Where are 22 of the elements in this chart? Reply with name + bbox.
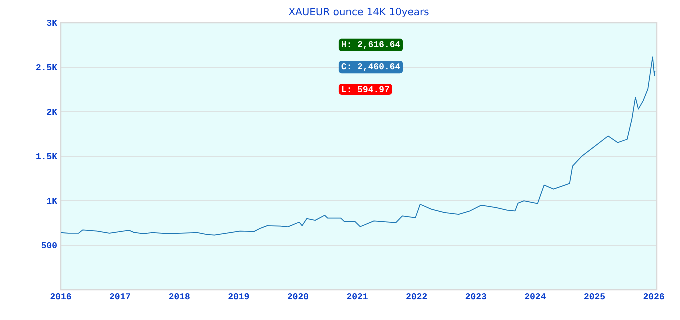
x-tick-label: 2026 xyxy=(644,294,664,300)
x-tick-label: 2016 xyxy=(50,294,72,300)
x-tick-label: 2018 xyxy=(169,294,190,300)
x-tick-label: 2020 xyxy=(288,294,308,300)
x-tick-label: 2017 xyxy=(110,294,130,300)
annotation: H: 2,616.64 xyxy=(342,41,400,49)
y-tick-label: 500 xyxy=(42,242,57,249)
chart-title: XAUEUR ounce 14K 10years xyxy=(289,8,429,18)
x-tick-label: 2025 xyxy=(584,294,606,300)
y-tick-label: 2.5K xyxy=(36,64,58,71)
x-tick-label: 2024 xyxy=(525,294,546,300)
annotation: C: 2,460.64 xyxy=(342,64,400,72)
x-tick-label: 2021 xyxy=(347,294,368,300)
line-series xyxy=(61,56,656,236)
x-tick-label: 2019 xyxy=(228,294,250,300)
y-tick-label: 2K xyxy=(47,109,58,115)
annotation: L: 594.97 xyxy=(342,86,390,93)
x-tick-label: 2023 xyxy=(466,294,486,300)
y-tick-label: 1.5K xyxy=(36,154,58,160)
y-tick-label: 1K xyxy=(47,198,58,204)
y-tick-label: 3K xyxy=(47,20,58,26)
x-tick-label: 2022 xyxy=(406,294,428,300)
